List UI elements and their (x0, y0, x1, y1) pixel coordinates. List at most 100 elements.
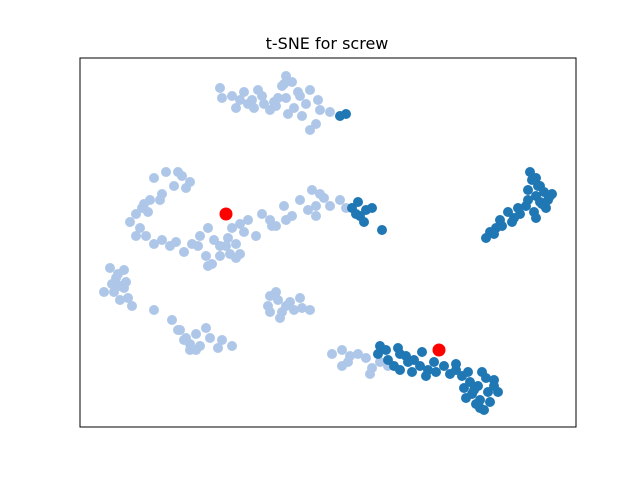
dark-point (463, 367, 473, 377)
dark-point (359, 217, 369, 227)
light-point (325, 201, 335, 211)
light-point (231, 253, 241, 263)
light-point (193, 241, 203, 251)
scatter-points (99, 71, 557, 415)
dark-point (351, 209, 361, 219)
light-point (213, 343, 223, 353)
light-point (149, 239, 159, 249)
light-point (141, 231, 151, 241)
dark-point (461, 393, 471, 403)
light-point (279, 79, 289, 89)
dark-point (531, 213, 541, 223)
light-point (227, 91, 237, 101)
dark-point (417, 347, 427, 357)
light-point (235, 219, 245, 229)
light-point (123, 293, 133, 303)
light-point (149, 305, 159, 315)
highlight-point (219, 207, 233, 221)
light-point (251, 231, 261, 241)
light-point (305, 305, 315, 315)
light-point (335, 195, 345, 205)
light-point (191, 329, 201, 339)
light-point (375, 357, 385, 367)
dark-point (341, 109, 351, 119)
dark-point (395, 349, 405, 359)
light-point (277, 307, 287, 317)
light-point (305, 125, 315, 135)
light-point (215, 83, 225, 93)
dark-point (503, 207, 513, 217)
dark-point (377, 225, 387, 235)
dark-point (475, 403, 485, 413)
light-point (279, 201, 289, 211)
dark-point (527, 175, 537, 185)
dark-point (485, 397, 495, 407)
highlight-point (432, 343, 446, 357)
dark-point (439, 361, 449, 371)
light-point (315, 189, 325, 199)
light-point (289, 305, 299, 315)
light-point (281, 93, 291, 103)
light-point (337, 345, 347, 355)
light-point (265, 307, 275, 317)
dark-point (407, 367, 417, 377)
light-point (365, 369, 375, 379)
light-point (281, 215, 291, 225)
light-point (203, 261, 213, 271)
dark-point (507, 217, 517, 227)
dark-point (489, 229, 499, 239)
dark-point (367, 203, 377, 213)
light-point (109, 287, 119, 297)
light-point (143, 207, 153, 217)
light-point (105, 263, 115, 273)
light-point (295, 293, 305, 303)
light-point (297, 303, 307, 313)
light-point (259, 99, 269, 109)
light-point (171, 237, 181, 247)
dark-point (431, 367, 441, 377)
light-point (267, 221, 277, 231)
light-point (253, 85, 263, 95)
light-point (135, 223, 145, 233)
dark-point (493, 387, 503, 397)
light-point (149, 173, 159, 183)
light-point (295, 195, 305, 205)
light-point (311, 211, 321, 221)
light-point (203, 223, 213, 233)
light-point (185, 345, 195, 355)
light-point (221, 241, 231, 251)
light-point (195, 231, 205, 241)
dark-point (429, 357, 439, 367)
light-point (297, 111, 307, 121)
light-point (215, 251, 225, 261)
dark-point (451, 359, 461, 369)
light-point (307, 185, 317, 195)
plot-frame (79, 57, 577, 428)
dark-point (421, 371, 431, 381)
light-point (119, 265, 129, 275)
light-point (305, 85, 315, 95)
light-point (239, 87, 249, 97)
light-point (273, 295, 283, 305)
light-point (125, 217, 135, 227)
light-point (205, 333, 215, 343)
light-point (201, 251, 211, 261)
light-point (235, 95, 245, 105)
light-point (325, 107, 335, 117)
dark-point (381, 345, 391, 355)
light-point (217, 93, 227, 103)
dark-point (403, 357, 413, 367)
light-point (131, 209, 141, 219)
light-point (131, 231, 141, 241)
light-point (107, 279, 117, 289)
dark-point (547, 189, 557, 199)
dark-point (459, 383, 469, 393)
light-point (327, 349, 337, 359)
light-point (173, 167, 183, 177)
light-point (243, 215, 253, 225)
light-point (271, 287, 281, 297)
light-point (257, 209, 267, 219)
dark-point (523, 195, 533, 205)
